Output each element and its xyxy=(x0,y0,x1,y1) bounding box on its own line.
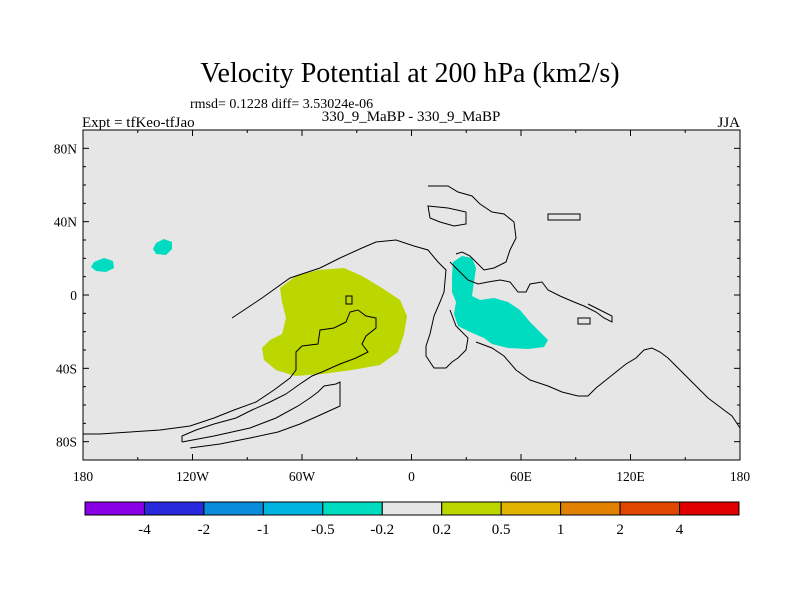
positive-anomaly-region xyxy=(262,268,407,376)
colorbar-label: 2 xyxy=(616,522,624,538)
colorbar-labels: -4 -2 -1 -0.5 -0.2 0.2 0.5 1 2 4 xyxy=(138,522,684,538)
lat-tick-label: 80N xyxy=(54,141,78,156)
experiment-label: Expt = tfKeo-tfJao xyxy=(82,115,195,131)
lon-tick-label: 0 xyxy=(408,469,415,484)
island-outline xyxy=(345,295,353,305)
colorbar-label: -0.2 xyxy=(370,522,394,538)
continent-outlines xyxy=(83,185,741,449)
colorbar-box xyxy=(560,501,621,516)
lon-tick-label: 120W xyxy=(176,469,209,484)
lat-tick-label: 80S xyxy=(56,435,77,450)
map-background xyxy=(83,130,740,460)
colorbar-box xyxy=(619,501,681,516)
colorbar-box xyxy=(84,501,145,516)
colorbar-label: 0.2 xyxy=(432,522,451,538)
lon-tick-label: 180 xyxy=(730,469,751,484)
eurasia-outline xyxy=(428,185,517,271)
arctic-island-outline xyxy=(547,213,581,221)
north-america-outline xyxy=(231,239,469,369)
colorbar-box xyxy=(381,501,443,516)
shaded-regions xyxy=(91,239,548,376)
negative-anomaly-region-africa-indian xyxy=(452,256,548,349)
colorbar-box xyxy=(143,501,205,516)
east-asia-outline xyxy=(449,261,613,323)
lon-tick-label: 60E xyxy=(510,469,532,484)
colorbar-box xyxy=(500,501,562,516)
colorbar-boxes xyxy=(84,501,740,516)
lat-tick-label: 40N xyxy=(54,215,78,230)
negative-anomaly-region-west-1 xyxy=(91,258,114,272)
lon-tick-label: 180 xyxy=(73,469,94,484)
colorbar-box xyxy=(203,501,264,516)
colorbar-label: 1 xyxy=(557,522,565,538)
case-label: 330_9_MaBP - 330_9_MaBP xyxy=(322,109,501,125)
longitude-axis: 180 120W 60W 0 60E 120E 180 xyxy=(73,130,751,484)
australia-antarctic-outline xyxy=(475,341,741,429)
colorbar-label: -0.5 xyxy=(311,522,335,538)
lon-tick-label: 60W xyxy=(289,469,316,484)
colorbar-label: -1 xyxy=(257,522,270,538)
southeast-asia-outline xyxy=(577,317,591,325)
colorbar-label: 0.5 xyxy=(492,522,511,538)
negative-anomaly-region-west-2 xyxy=(153,239,172,255)
colorbar-box xyxy=(679,501,740,516)
colorbar-label: -4 xyxy=(138,522,151,538)
colorbar-box xyxy=(441,501,502,516)
stats-label: rmsd= 0.1228 diff= 3.53024e-06 xyxy=(190,97,373,112)
andes-outline xyxy=(181,381,341,449)
figure-title: Velocity Potential at 200 hPa (km2/s) xyxy=(200,58,619,89)
lat-tick-label: 0 xyxy=(70,288,77,303)
lat-tick-label: 40S xyxy=(56,361,77,376)
south-america-outline xyxy=(83,309,377,442)
lon-tick-label: 120E xyxy=(616,469,645,484)
colorbar-label: 4 xyxy=(676,522,684,538)
latitude-axis: 80N 40N 0 40S 80S xyxy=(54,129,740,461)
season-label: JJA xyxy=(717,115,740,131)
colorbar-box xyxy=(262,501,324,516)
scandinavia-outline xyxy=(427,205,467,227)
map-panel: 80N 40N 0 40S 80S 180 120W 60W 0 60E 120E 180 xyxy=(54,129,751,484)
colorbar: -4 -2 -1 -0.5 -0.2 0.2 0.5 1 2 4 xyxy=(84,501,740,538)
colorbar-box xyxy=(322,501,383,516)
colorbar-label: -2 xyxy=(198,522,211,538)
